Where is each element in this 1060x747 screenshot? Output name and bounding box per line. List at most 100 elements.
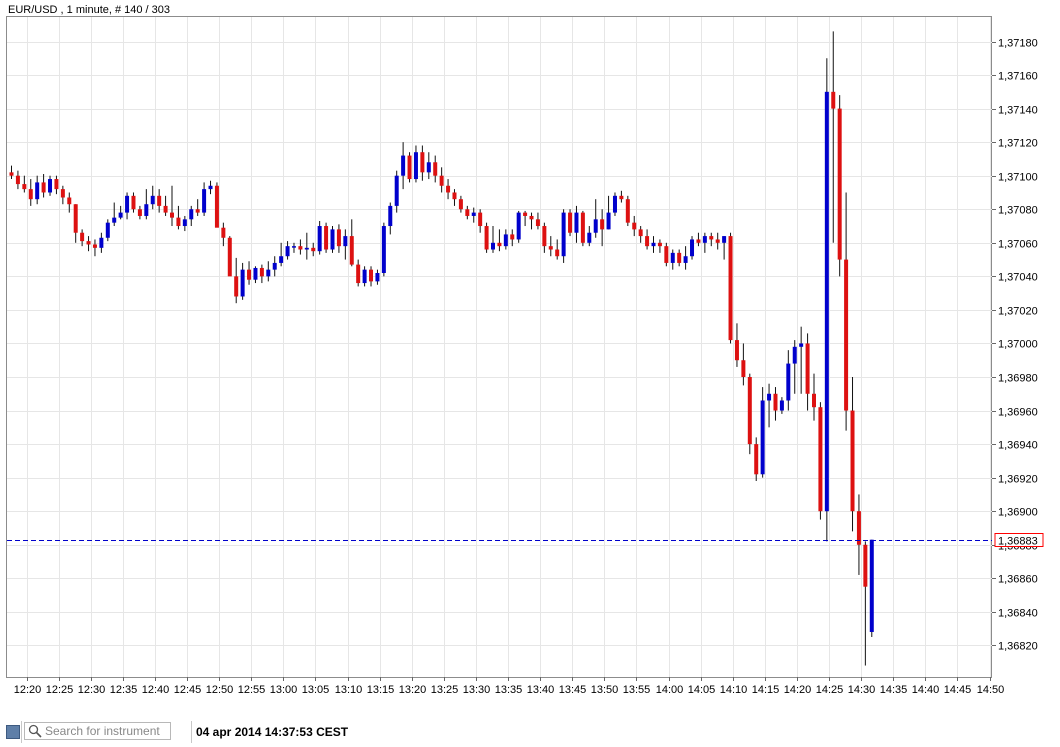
y-tick-label: 1,36960 (998, 407, 1038, 419)
candle-up (702, 236, 707, 243)
y-tick-label: 1,37180 (998, 38, 1038, 50)
candle-up (112, 217, 117, 223)
candle-down (645, 236, 650, 247)
candle-up (767, 393, 772, 401)
candle-down (709, 236, 714, 240)
search-input[interactable] (45, 723, 169, 739)
candle-down (9, 172, 14, 176)
candle-up (35, 182, 40, 200)
candle-up (202, 189, 207, 213)
candle-down (856, 511, 861, 545)
candle-down (60, 189, 65, 198)
candles (9, 31, 874, 666)
candle-up (779, 400, 784, 411)
x-tick-label: 13:35 (495, 684, 523, 696)
candle-up (48, 179, 53, 193)
candle-down (214, 185, 219, 228)
candle-down (497, 242, 502, 247)
candle-down (632, 222, 637, 230)
x-tick-label: 12:35 (110, 684, 138, 696)
candle-down (754, 444, 759, 475)
instrument-search[interactable] (24, 722, 171, 740)
x-tick-label: 12:55 (238, 684, 266, 696)
x-tick-label: 14:45 (944, 684, 972, 696)
candle-up (240, 269, 245, 297)
candle-up (125, 195, 130, 213)
candle-down (728, 236, 733, 341)
candle-up (375, 272, 380, 282)
candle-up (722, 236, 727, 243)
candle-down (92, 244, 97, 248)
candle-down (22, 184, 27, 190)
candle-down (336, 229, 341, 247)
candle-down (715, 239, 720, 243)
candle-down (568, 212, 573, 233)
current-price-value: 1,36883 (998, 536, 1038, 548)
candle-up (683, 256, 688, 263)
y-tick-label: 1,37020 (998, 306, 1038, 318)
candle-down (465, 209, 470, 216)
candle-up (330, 229, 335, 250)
x-tick-label: 12:45 (174, 684, 202, 696)
time-axis[interactable]: 12:20 12:25 12:30 12:35 12:40 12:45 12:50 12:55… (14, 677, 1005, 696)
candle-down (529, 215, 534, 220)
candle-down (638, 229, 643, 237)
candle-up (471, 212, 476, 216)
candle-down (542, 226, 547, 247)
candle-down (349, 236, 354, 265)
candle-down (80, 232, 85, 242)
candle-up (491, 242, 495, 250)
y-tick-label: 1,36820 (998, 641, 1038, 653)
y-tick-label: 1,36900 (998, 507, 1038, 519)
candle-up (413, 152, 418, 180)
candle-down (696, 239, 701, 243)
candle-down (555, 249, 560, 257)
candle-up (279, 256, 284, 263)
layout-icon[interactable] (6, 725, 20, 739)
candle-down (195, 209, 200, 213)
candle-down (812, 393, 816, 408)
server-datetime: 04 apr 2014 14:37:53 CEST (196, 725, 349, 739)
candle-down (741, 360, 746, 377)
candle-down (41, 182, 46, 193)
y-tick-label: 1,37140 (998, 105, 1038, 117)
candle-down (452, 192, 457, 200)
candle-up (150, 195, 155, 205)
candle-up (362, 269, 367, 284)
status-separator (191, 721, 192, 743)
candle-down (664, 246, 669, 263)
x-tick-label: 12:40 (142, 684, 170, 696)
y-tick-label: 1,37060 (998, 239, 1038, 251)
candle-down (844, 259, 849, 411)
candle-down (15, 175, 20, 185)
x-tick-label: 12:25 (46, 684, 74, 696)
y-tick-label: 1,36940 (998, 440, 1038, 452)
status-separator (21, 721, 22, 743)
candle-down (28, 189, 33, 200)
candle-up (99, 237, 104, 248)
x-tick-label: 13:15 (367, 684, 395, 696)
candle-down (433, 162, 438, 176)
candle-down (478, 212, 483, 227)
x-tick-label: 12:20 (14, 684, 42, 696)
candle-up (651, 242, 656, 247)
candle-down (837, 108, 842, 260)
candle-down (356, 264, 361, 284)
candle-down (227, 237, 232, 277)
x-tick-label: 13:00 (270, 684, 298, 696)
y-tick-label: 1,37100 (998, 172, 1038, 184)
candlestick-chart[interactable]: 1,37180 1,37160 1,37140 1,37120 1,37100 1,370… (0, 0, 1060, 718)
candle-down (163, 205, 168, 213)
candle-down (773, 393, 778, 411)
candle-down (54, 179, 59, 190)
candle-down (677, 252, 682, 263)
candle-down (805, 343, 810, 394)
x-tick-label: 14:05 (688, 684, 716, 696)
candle-up (574, 212, 579, 233)
candle-down (863, 544, 868, 587)
candle-down (548, 246, 553, 250)
candle-down (600, 219, 605, 230)
candle-down (818, 407, 823, 512)
candle-up (105, 222, 110, 238)
candle-down (420, 152, 425, 173)
